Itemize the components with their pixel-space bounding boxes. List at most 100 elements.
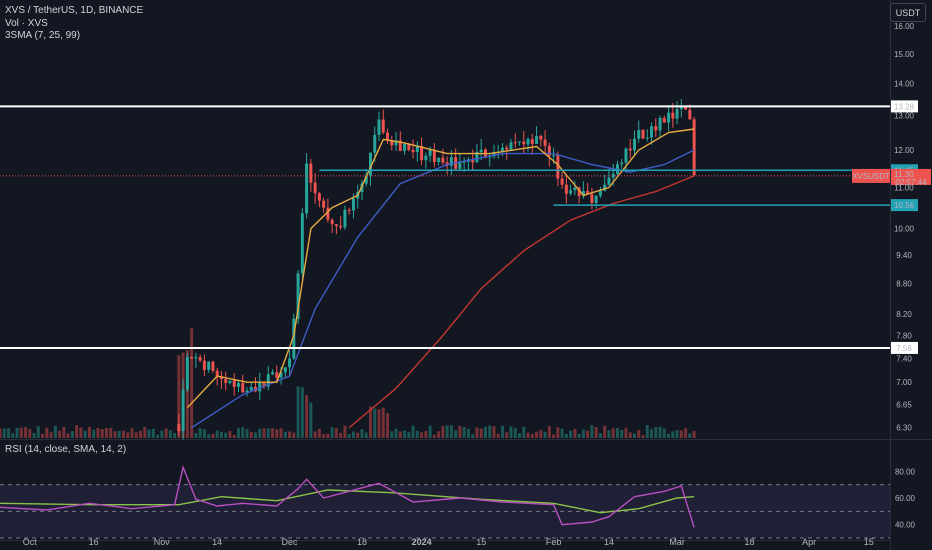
volume-bar [479, 428, 483, 438]
volume-bar [53, 425, 57, 438]
candle-body [692, 119, 696, 176]
candle-body [228, 380, 232, 383]
volume-bar [249, 431, 253, 438]
volume-bar [603, 425, 607, 438]
volume-bar [458, 426, 462, 438]
volume-bar [611, 428, 615, 438]
volume-bar [500, 425, 504, 438]
candle-body [215, 370, 219, 377]
candle-body [177, 424, 181, 431]
price-tick-label: 12.00 [894, 146, 915, 155]
candle-body [441, 157, 445, 163]
candle-body [343, 209, 347, 228]
volume-bar [156, 434, 160, 438]
candle-body [547, 145, 551, 156]
volume-bar [351, 431, 355, 438]
volume-bar [569, 430, 573, 438]
candle-body [475, 151, 479, 163]
volume-bar [356, 432, 360, 438]
candle-body [586, 190, 590, 195]
candle-body [326, 207, 330, 220]
price-tick-label: 7.40 [896, 354, 912, 363]
volume-bar [32, 432, 36, 438]
candle-body [658, 118, 662, 131]
currency-selector[interactable]: USDT [890, 3, 926, 22]
volume-bar [241, 427, 245, 438]
candle-body [322, 200, 326, 208]
level-price-label: 7.58 [896, 344, 912, 353]
rsi-legend: RSI (14, close, SMA, 14, 2) [5, 444, 127, 455]
symbol-legend: XVS / TetherUS, 1D, BINANCE [5, 5, 144, 16]
sma25-line [191, 149, 695, 429]
candle-body [381, 119, 385, 133]
candle-body [598, 190, 602, 196]
volume-bar [19, 427, 23, 438]
candle-body [292, 318, 296, 359]
price-tick-label: 8.20 [896, 310, 912, 319]
volume-bar [628, 432, 632, 438]
candle-body [202, 360, 206, 370]
volume-bar [437, 431, 441, 438]
volume-bar [49, 432, 53, 438]
candle-body [624, 148, 628, 163]
candle-body [471, 159, 475, 163]
sma-legend: 3SMA (7, 25, 99) [5, 30, 81, 41]
volume-bar [70, 431, 74, 438]
volume-bar [288, 431, 292, 438]
candle-body [258, 382, 262, 392]
candle-body [581, 190, 585, 197]
candle-body [394, 140, 398, 146]
time-tick-label: 18 [744, 537, 754, 547]
volume-bar [28, 429, 32, 438]
volume-bar [15, 427, 19, 438]
candle-body [249, 386, 253, 391]
volume-bar [381, 407, 385, 438]
volume-bar [173, 432, 177, 438]
volume-bar [126, 432, 130, 438]
candle-body [211, 361, 215, 371]
volume-bar [283, 431, 287, 438]
volume-bar [177, 355, 181, 438]
volume-bar [407, 431, 411, 438]
volume-bar [560, 428, 564, 438]
volume-bar [41, 433, 45, 438]
symbol-tag [852, 168, 890, 183]
volume-bar [219, 431, 223, 438]
volume-bar [620, 429, 624, 438]
volume-bar [322, 434, 326, 438]
candle-body [688, 109, 692, 120]
volume-bar [11, 433, 15, 438]
volume-bar [305, 395, 309, 438]
volume-bar [424, 430, 428, 438]
volume-bar [386, 413, 390, 438]
volume-bar [62, 426, 66, 438]
volume-bar [667, 433, 671, 438]
volume-bar [164, 428, 168, 438]
candle-body [556, 155, 560, 179]
volume-bar [100, 429, 104, 438]
candle-body [279, 372, 283, 378]
candle-body [645, 137, 649, 139]
time-tick-label: Mar [669, 537, 685, 547]
volume-bar [518, 433, 522, 438]
rsi-tick-label: 80.00 [895, 467, 916, 476]
volume-bar [624, 427, 628, 438]
current-price-label: 11.30 [894, 170, 914, 179]
volume-bar [258, 428, 262, 438]
volume-bar [530, 434, 534, 438]
level-price-tag [891, 341, 918, 354]
volume-bar [7, 428, 11, 438]
candle-body [415, 145, 419, 153]
candle-body [667, 112, 671, 123]
volume-bar [475, 427, 479, 438]
candle-body [522, 141, 526, 145]
volume-bar [147, 429, 151, 438]
candle-body [428, 149, 432, 156]
volume-bar [398, 431, 402, 438]
volume-bar [271, 428, 275, 438]
candle-body [675, 109, 679, 119]
volume-bar [513, 428, 517, 438]
candle-body [543, 139, 547, 146]
time-tick-label: Nov [154, 537, 171, 547]
